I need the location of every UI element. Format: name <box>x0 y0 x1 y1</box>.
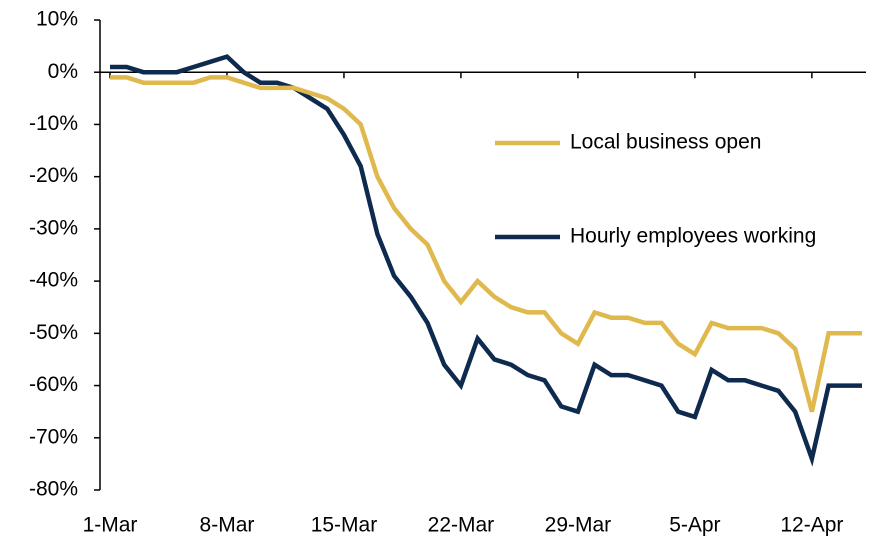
y-tick-label: -70% <box>29 425 78 448</box>
legend-label: Local business open <box>570 131 761 154</box>
y-tick-label: -80% <box>29 478 78 501</box>
x-tick-label: 5-Apr <box>669 514 720 537</box>
x-tick-label: 29-Mar <box>545 514 612 537</box>
x-tick-label: 22-Mar <box>428 514 495 537</box>
y-tick-label: -10% <box>29 112 78 135</box>
y-tick-label: -30% <box>29 216 78 239</box>
y-tick-label: 10% <box>36 8 78 31</box>
x-tick-label: 8-Mar <box>200 514 255 537</box>
legend-label: Hourly employees working <box>570 225 816 248</box>
y-tick-label: 0% <box>48 60 78 83</box>
y-tick-label: -60% <box>29 373 78 396</box>
series-line <box>110 75 862 413</box>
series-line <box>110 54 862 467</box>
y-tick-label: -40% <box>29 269 78 292</box>
x-tick-label: 1-Mar <box>83 514 138 537</box>
x-tick-label: 15-Mar <box>311 514 378 537</box>
y-tick-label: -50% <box>29 321 78 344</box>
y-tick-label: -20% <box>29 164 78 187</box>
x-tick-label: 12-Apr <box>780 514 843 537</box>
